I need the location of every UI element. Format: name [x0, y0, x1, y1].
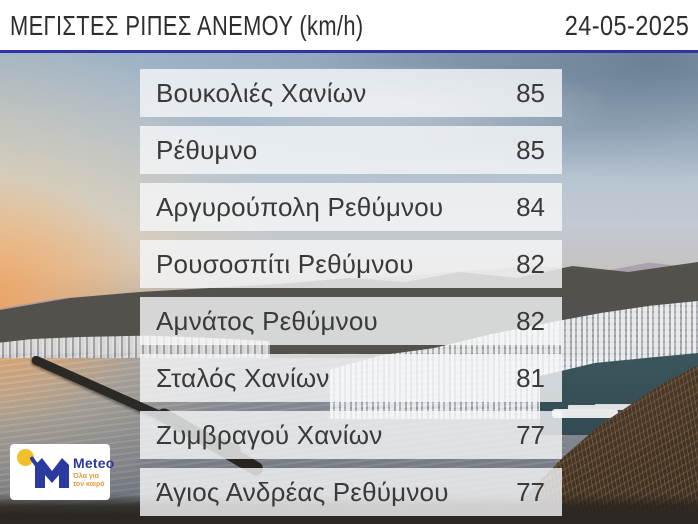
- report-date: 24-05-2025: [564, 10, 689, 41]
- meteo-dot-icon: [17, 449, 34, 466]
- meteo-tagline-line2: τον καιρό: [73, 481, 105, 488]
- meteo-tagline-line1: Όλα για: [73, 473, 99, 480]
- table-row: Βουκολιές Χανίων 85: [140, 69, 562, 117]
- meteo-tagline: Όλα για τον καιρό: [73, 473, 105, 489]
- location-label: Ρέθυμνο: [156, 134, 258, 165]
- table-row: Αμνάτος Ρεθύμνου 82: [140, 297, 562, 345]
- boats: [552, 409, 618, 418]
- gust-value: 85: [516, 134, 545, 165]
- location-label: Σταλός Χανίων: [156, 362, 330, 393]
- gust-value: 77: [516, 476, 545, 507]
- table-row: Ζυμβραγού Χανίων 77: [140, 411, 562, 459]
- gust-value: 77: [516, 419, 545, 450]
- gust-value: 82: [516, 305, 545, 336]
- meteo-m-icon: [35, 458, 69, 488]
- table-row: Άγιος Ανδρέας Ρεθύμνου 77: [140, 468, 562, 516]
- gust-value: 81: [516, 362, 545, 393]
- location-label: Αμνάτος Ρεθύμνου: [156, 305, 378, 336]
- page-title: ΜΕΓΙΣΤΕΣ ΡΙΠΕΣ ΑΝΕΜΟΥ (km/h): [10, 10, 364, 41]
- table-row: Αργυρούπολη Ρεθύμνου 84: [140, 183, 562, 231]
- table-row: Ρέθυμνο 85: [140, 126, 562, 174]
- header-divider: [0, 50, 698, 53]
- location-label: Ζυμβραγού Χανίων: [156, 419, 383, 450]
- table-row: Ρουσοσπίτι Ρεθύμνου 82: [140, 240, 562, 288]
- location-label: Ρουσοσπίτι Ρεθύμνου: [156, 248, 414, 279]
- location-label: Αργυρούπολη Ρεθύμνου: [156, 191, 444, 222]
- meteo-logo-card: Meteo Όλα για τον καιρό: [10, 444, 114, 500]
- table-row: Σταλός Χανίων 81: [140, 354, 562, 402]
- location-label: Άγιος Ανδρέας Ρεθύμνου: [156, 476, 449, 507]
- gust-value: 84: [516, 191, 545, 222]
- gust-value: 85: [516, 77, 545, 108]
- gust-value: 82: [516, 248, 545, 279]
- location-label: Βουκολιές Χανίων: [156, 77, 367, 108]
- meteo-brand-text: Meteo: [73, 455, 115, 471]
- header-bar: ΜΕΓΙΣΤΕΣ ΡΙΠΕΣ ΑΝΕΜΟΥ (km/h) 24-05-2025: [0, 0, 698, 50]
